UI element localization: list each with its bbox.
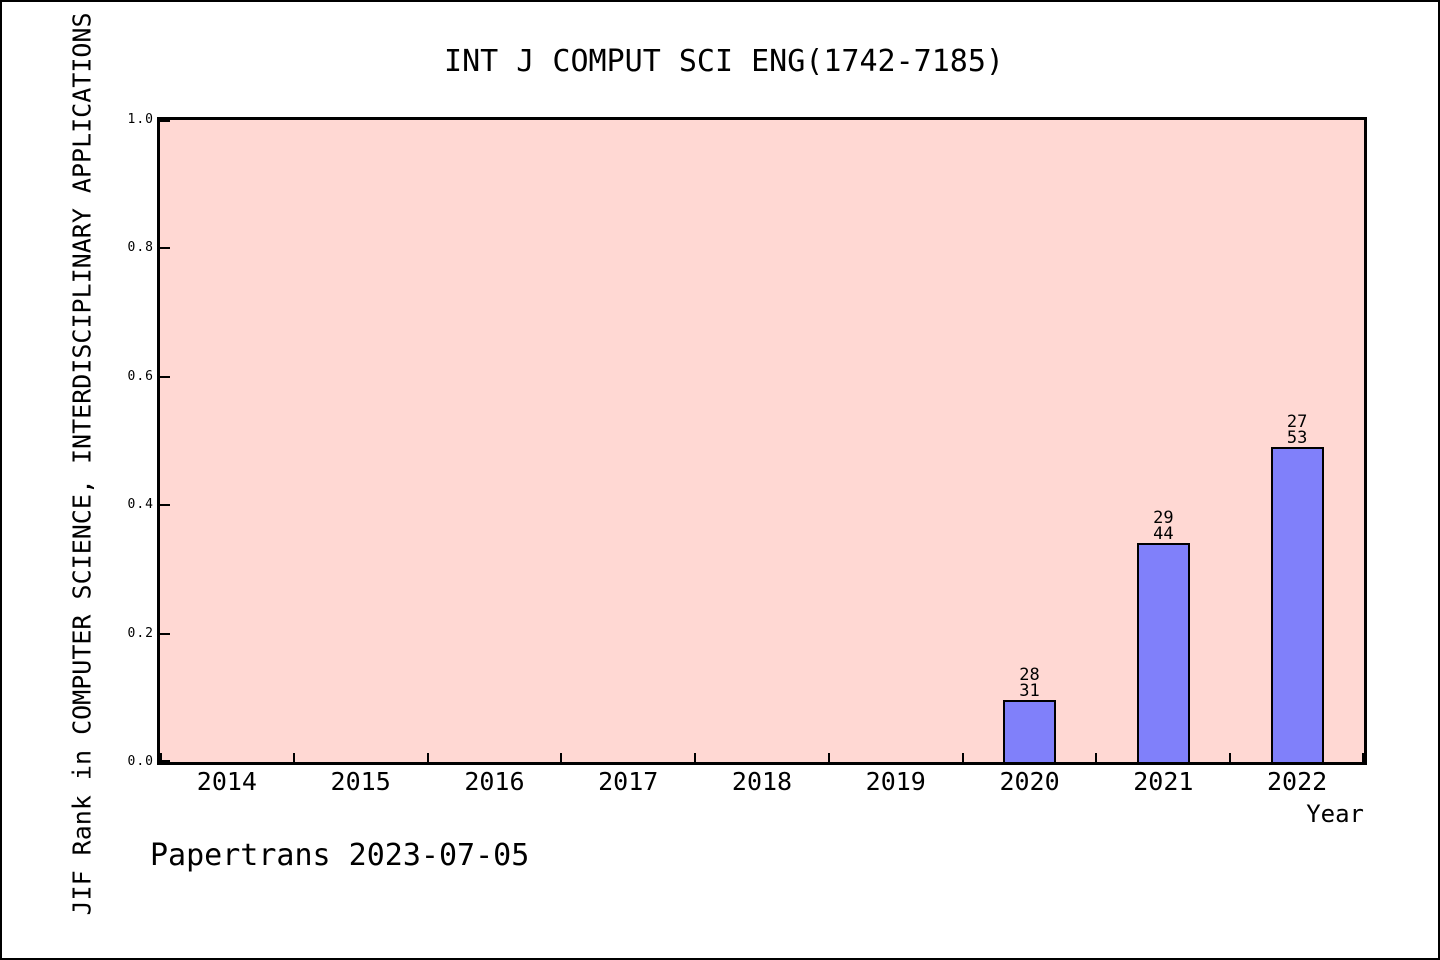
x-tick-label-2021: 2021	[1133, 767, 1194, 796]
watermark-text: Papertrans 2023-07-05	[150, 838, 530, 873]
x-tick-label-2014: 2014	[196, 767, 257, 796]
y-tick-label-0.6: 0.6	[127, 368, 154, 384]
x-tick-label-2017: 2017	[598, 767, 659, 796]
x-axis-tick	[1095, 753, 1098, 762]
bar-value-line: 28	[1019, 664, 1040, 685]
y-axis-tick	[160, 760, 170, 762]
y-axis-tick	[160, 632, 170, 635]
x-tick-label-2016: 2016	[464, 767, 525, 796]
x-axis-tick	[1229, 753, 1232, 762]
bar-value-line: 29	[1153, 508, 1174, 529]
bar-2022	[1270, 447, 1324, 762]
y-axis-title: JIF Rank in COMPUTER SCIENCE, INTERDISCI…	[67, 12, 97, 916]
bar-value-line: 31	[1019, 680, 1040, 701]
bar-value-label-2022: 27 53	[1286, 412, 1308, 449]
y-tick-label-0.0: 0.0	[127, 754, 154, 769]
bar-2020	[1003, 699, 1057, 762]
bar-value-line: 27	[1286, 412, 1308, 433]
y-tick-label-0.8: 0.8	[127, 240, 154, 256]
x-tick-label-2015: 2015	[330, 767, 391, 796]
y-axis-tick	[160, 247, 170, 250]
y-tick-label-0.2: 0.2	[127, 625, 154, 641]
x-tick-label-2019: 2019	[865, 767, 926, 796]
y-axis-tick	[160, 504, 170, 507]
x-axis-tick	[160, 753, 162, 762]
y-tick-label-0.4: 0.4	[127, 497, 154, 513]
x-axis-tick	[694, 753, 697, 762]
bar-2021	[1136, 543, 1190, 762]
x-tick-label-2020: 2020	[999, 767, 1060, 796]
bar-value-label-2020: 28 31	[1019, 664, 1040, 701]
x-tick-label-2018: 2018	[731, 767, 793, 796]
x-axis-title: Year	[1306, 800, 1364, 828]
bar-value-line: 53	[1286, 428, 1308, 449]
x-axis-tick	[961, 753, 964, 762]
bar-value-label-2021: 29 44	[1153, 508, 1174, 545]
x-axis-tick	[426, 753, 429, 762]
plot-area: 28 31 29 44 27 53	[157, 117, 1367, 765]
x-axis-tick	[292, 753, 295, 762]
x-axis-tick	[1362, 753, 1364, 762]
y-axis-tick	[160, 375, 170, 378]
chart-title: INT J COMPUT SCI ENG(1742-7185)	[444, 44, 1004, 79]
bar-value-line: 44	[1153, 524, 1174, 545]
x-axis-tick	[827, 753, 830, 762]
x-tick-label-2022: 2022	[1267, 767, 1328, 796]
x-axis-tick	[560, 753, 563, 762]
y-axis-tick	[160, 120, 170, 122]
y-tick-label-1.0: 1.0	[127, 112, 154, 127]
